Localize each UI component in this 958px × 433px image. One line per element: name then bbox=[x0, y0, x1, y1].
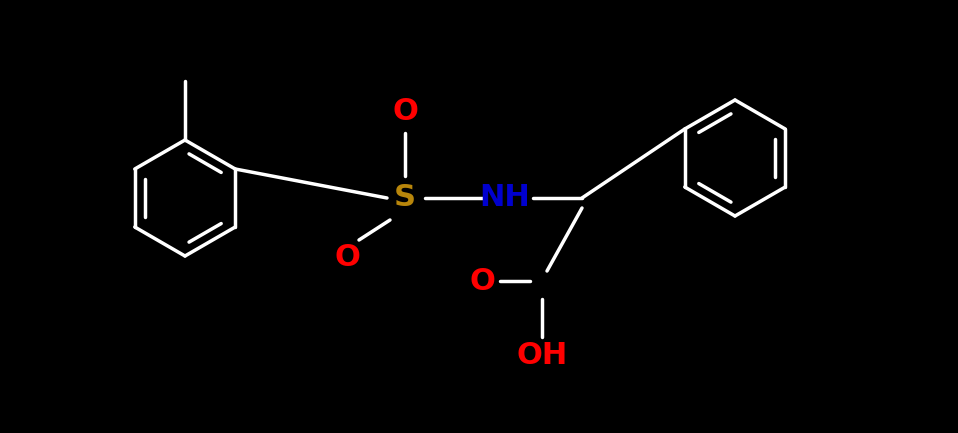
Text: O: O bbox=[334, 243, 360, 272]
Text: O: O bbox=[392, 97, 418, 126]
Text: OH: OH bbox=[516, 340, 568, 369]
Text: NH: NH bbox=[480, 184, 531, 213]
Text: S: S bbox=[394, 184, 416, 213]
Text: O: O bbox=[469, 266, 495, 295]
